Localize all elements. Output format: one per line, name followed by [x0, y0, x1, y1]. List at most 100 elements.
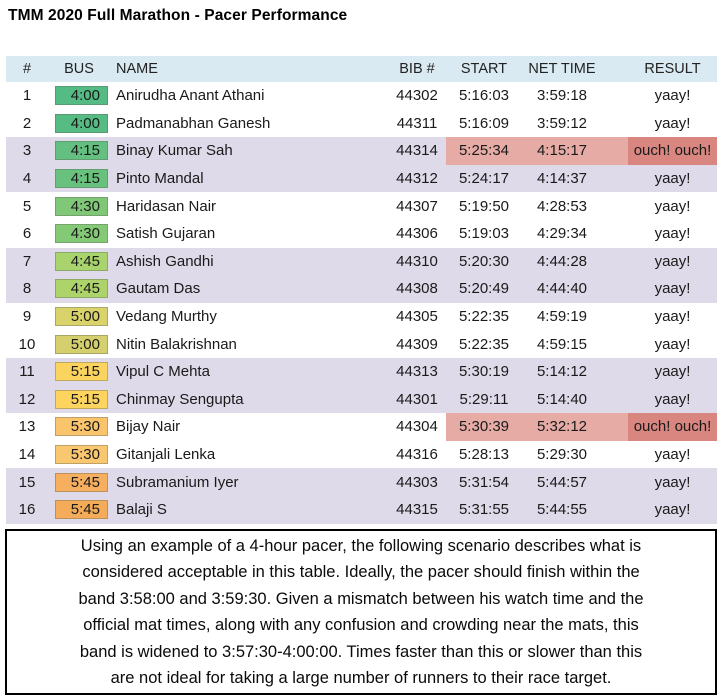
col-header-num: #: [22, 61, 32, 77]
spacer-cell: [602, 441, 628, 469]
bus-time-cell: 5:45: [55, 500, 108, 520]
note-line: band 3:58:00 and 3:59:30. Given a mismat…: [78, 589, 644, 608]
spacer-cell: [602, 137, 628, 165]
bus-time-cell: 5:45: [55, 472, 108, 492]
runner-name-cell: Padmanabhan Ganesh: [116, 114, 271, 132]
start-time-cell: 5:22:35: [458, 308, 510, 326]
bus-time-cell: 4:45: [55, 251, 108, 271]
start-time-cell: 5:25:34: [446, 137, 522, 165]
start-time-cell: 5:31:54: [458, 473, 510, 491]
col-header-spacer: [602, 56, 628, 82]
spacer-cell: [602, 220, 628, 248]
result-cell: yaay!: [654, 501, 691, 519]
note-box: Using an example of a 4-hour pacer, the …: [5, 529, 717, 695]
runner-name-cell: Bijay Nair: [116, 418, 181, 436]
table-row: 10 5:00 Nitin Balakrishnan 44309 5:22:35 4:59…: [6, 330, 717, 358]
bus-time-cell: 4:30: [55, 196, 108, 216]
bib-number-cell: 44306: [396, 225, 438, 243]
runner-name-cell: Gautam Das: [116, 280, 201, 298]
col-header-result: RESULT: [644, 61, 701, 77]
bib-number-cell: 44313: [396, 363, 438, 381]
col-header-net-time: NET TIME: [528, 61, 596, 77]
bus-time-cell: 4:45: [55, 279, 108, 299]
table-row: 11 5:15 Vipul C Mehta 44313 5:30:19 5:14:12 ya…: [6, 357, 717, 386]
row-number-cell: 2: [22, 114, 32, 132]
bus-column-cell: 4:30: [48, 192, 110, 220]
table-row: 7 4:45 Ashish Gandhi 44310 5:20:30 4:44:28 yaa…: [6, 247, 717, 276]
runner-name-cell: Gitanjali Lenka: [116, 446, 216, 464]
runner-name-cell: Vipul C Mehta: [116, 363, 210, 381]
net-time-cell: 5:44:55: [536, 501, 588, 519]
result-cell: ouch! ouch!: [628, 137, 717, 165]
start-time-cell: 5:30:19: [458, 363, 510, 381]
row-number-cell: 6: [22, 225, 32, 243]
result-cell: yaay!: [654, 280, 691, 298]
row-number-cell: 12: [18, 390, 36, 408]
result-cell: yaay!: [654, 87, 691, 105]
bib-number-cell: 44314: [396, 142, 438, 160]
bib-number-cell: 44305: [396, 308, 438, 326]
table-row: 16 5:45 Balaji S 44315 5:31:55 5:44:55 yaay!: [6, 495, 717, 524]
row-number-cell: 11: [19, 363, 35, 381]
bib-number-cell: 44301: [396, 390, 438, 408]
net-time-cell: 5:14:40: [536, 390, 588, 408]
row-number-cell: 8: [22, 280, 32, 298]
bib-number-cell: 44311: [396, 114, 438, 132]
spacer-cell: [602, 330, 628, 358]
start-time-cell: 5:30:39: [446, 413, 522, 441]
bus-column-cell: 4:15: [48, 165, 110, 193]
table-row: 1 4:00 Anirudha Anant Athani 44302 5:16:03 3:…: [6, 82, 717, 110]
result-cell: yaay!: [654, 114, 691, 132]
row-number-cell: 7: [22, 252, 32, 270]
runner-name-cell: Pinto Mandal: [116, 170, 204, 188]
net-time-cell: 4:59:19: [536, 308, 588, 326]
note-line: considered acceptable in this table. Ide…: [82, 563, 640, 581]
table-row: 12 5:15 Chinmay Sengupta 44301 5:29:11 5:14:4…: [6, 385, 717, 414]
table-row: 14 5:30 Gitanjali Lenka 44316 5:28:13 5:29:30…: [6, 440, 717, 469]
row-number-cell: 5: [22, 197, 32, 215]
result-cell: yaay!: [654, 335, 691, 353]
result-cell: yaay!: [654, 363, 691, 381]
spacer-cell: [602, 248, 628, 276]
bus-column-cell: 4:45: [48, 248, 110, 276]
table-body: 1 4:00 Anirudha Anant Athani 44302 5:16:03 3:…: [6, 82, 717, 524]
spacer-cell: [602, 303, 628, 331]
net-time-cell: 4:28:53: [536, 197, 588, 215]
result-cell: yaay!: [654, 225, 691, 243]
net-time-cell: 4:59:15: [536, 335, 588, 353]
bib-number-cell: 44310: [396, 252, 438, 270]
spacer-cell: [602, 82, 628, 110]
net-time-cell: 4:44:40: [536, 280, 588, 298]
start-time-cell: 5:22:35: [458, 335, 510, 353]
net-time-cell: 4:14:37: [536, 170, 588, 188]
bib-number-cell: 44312: [396, 170, 438, 188]
page-title: TMM 2020 Full Marathon - Pacer Performan…: [8, 7, 348, 24]
bus-column-cell: 5:30: [48, 441, 110, 469]
table-row: 8 4:45 Gautam Das 44308 5:20:49 4:44:40 yaay!: [6, 275, 717, 303]
table-row: 9 5:00 Vedang Murthy 44305 5:22:35 4:59:19 yaa…: [6, 302, 717, 331]
table-row: 2 4:00 Padmanabhan Ganesh 44311 5:16:09 3:59:…: [6, 109, 717, 138]
bus-column-cell: 4:15: [48, 137, 110, 165]
bus-column-cell: 5:15: [48, 358, 110, 386]
spacer-cell: [602, 275, 628, 303]
bus-column-cell: 5:30: [48, 413, 110, 441]
spacer-cell: [602, 192, 628, 220]
result-cell: yaay!: [654, 170, 691, 188]
bus-time-cell: 5:15: [55, 362, 108, 382]
start-time-cell: 5:19:03: [458, 225, 510, 243]
bib-number-cell: 44308: [396, 280, 438, 298]
col-header-start: START: [460, 61, 508, 77]
bus-column-cell: 5:00: [48, 330, 110, 358]
row-number-cell: 3: [22, 142, 32, 160]
row-number-cell: 15: [18, 473, 36, 491]
bus-time-cell: 4:00: [55, 113, 108, 133]
table-row: 13 5:30 Bijay Nair 44304 5:30:39 5:32:12 ouch!…: [6, 413, 717, 441]
runner-name-cell: Nitin Balakrishnan: [116, 335, 237, 353]
row-number-cell: 4: [22, 170, 32, 188]
note-line: are not ideal for taking a large number …: [110, 669, 612, 687]
result-cell: yaay!: [654, 252, 691, 270]
table-row: 15 5:45 Subramanium Iyer 44303 5:31:54 5:44:5…: [6, 468, 717, 496]
bus-column-cell: 4:30: [48, 220, 110, 248]
bus-column-cell: 5:15: [48, 386, 110, 414]
